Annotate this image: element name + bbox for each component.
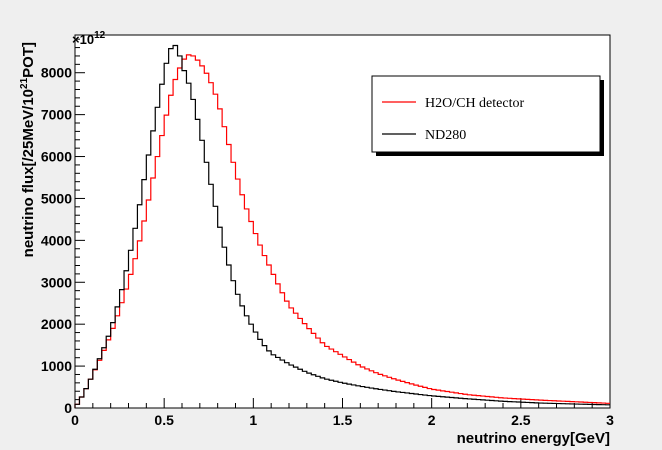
y-multiplier: ×1012 <box>72 30 106 47</box>
series-layer <box>74 44 610 408</box>
series-line-h2o-ch <box>74 54 610 408</box>
x-tick-label: 1 <box>249 412 257 428</box>
x-tick-label: 1.5 <box>333 412 353 428</box>
x-tick-label: 2 <box>428 412 436 428</box>
y-axis: 0 1000 2000 3000 4000 5000 6000 7000 8000 <box>41 38 85 416</box>
legend-box <box>371 75 601 153</box>
y-tick-label: 3000 <box>41 274 72 290</box>
legend-label-h2o-ch: H2O/CH detector <box>425 96 524 111</box>
x-axis-title: neutrino energy[GeV] <box>457 430 610 447</box>
y-tick-label: 7000 <box>41 107 72 123</box>
x-tick-label: 2.5 <box>511 412 531 428</box>
y-tick-label: 8000 <box>41 65 72 81</box>
y-tick-label: 4000 <box>41 232 72 248</box>
y-tick-label: 5000 <box>41 190 72 206</box>
y-tick-label: 0 <box>64 400 72 416</box>
y-tick-label: 6000 <box>41 149 72 165</box>
x-tick-label: 0 <box>71 412 79 428</box>
y-axis-title: neutrino flux[/25MeV/1021POT] <box>19 42 37 257</box>
series-line-nd280 <box>74 44 610 408</box>
y-tick-label: 2000 <box>41 316 72 332</box>
legend: H2O/CH detector ND280 <box>371 75 604 156</box>
x-tick-label: 0.5 <box>154 412 174 428</box>
y-tick-label: 1000 <box>41 358 72 374</box>
legend-label-nd280: ND280 <box>425 128 466 143</box>
x-tick-label: 3 <box>606 412 614 428</box>
